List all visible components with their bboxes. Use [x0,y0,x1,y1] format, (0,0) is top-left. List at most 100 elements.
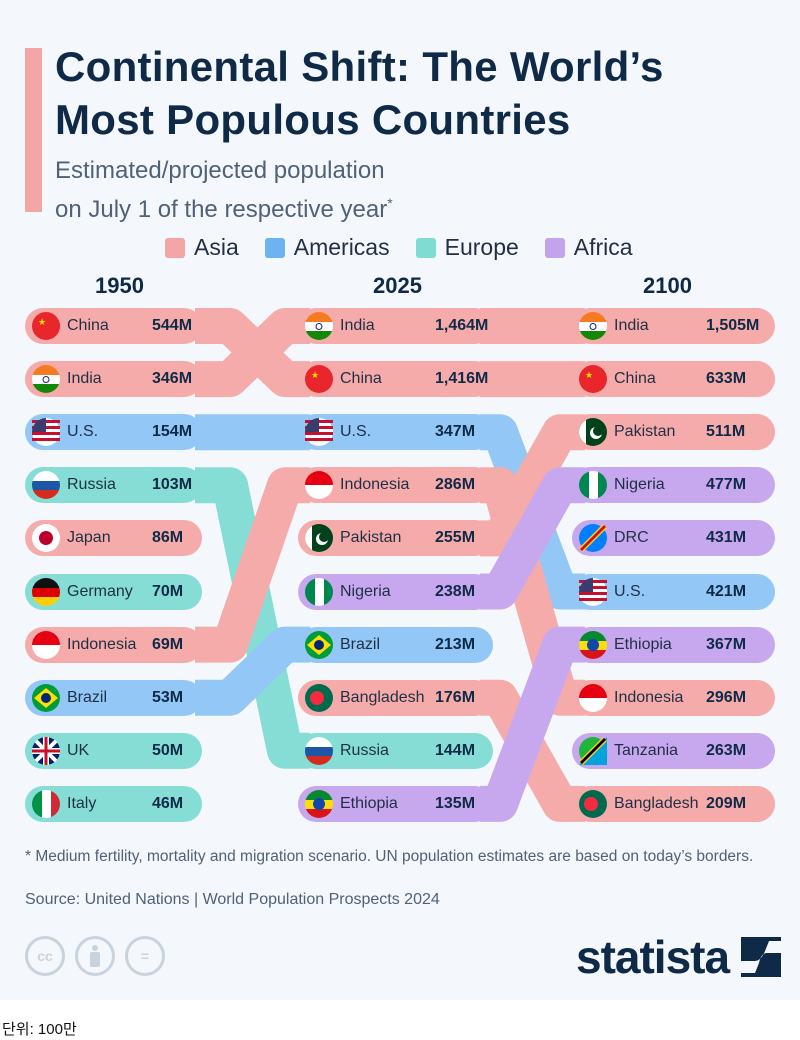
country-name: Nigeria [614,476,665,494]
country-name: Germany [67,582,133,600]
flag-icon [305,683,333,712]
population-value: 69M [152,635,184,653]
flag-icon [32,577,60,606]
flag-icon: ★ [579,365,607,394]
flag-icon [305,736,333,765]
country-pill-us: U.S. 347M [298,414,493,451]
population-value: 544M [152,317,193,334]
population-value: 1,416M [435,370,489,388]
country-name: Russia [340,741,389,759]
connector-indonesia [195,467,310,663]
population-value: 103M [152,476,193,494]
country-name: India [340,317,375,334]
country-pill-bangladesh: Bangladesh 176M [298,679,493,716]
no-derivatives-icon: = [125,936,165,976]
legend-label: Asia [194,234,239,260]
legend-label: Europe [444,234,519,260]
country-pill-india: India 346M [25,361,202,398]
country-name: India [614,317,649,334]
subtitle-line-1: Estimated/projected population [55,157,385,184]
population-value: 238M [435,582,476,600]
title-line-1: Continental Shift: The World’s [55,43,664,90]
population-value: 50M [152,741,184,759]
country-name: Italy [67,794,97,812]
population-value: 86M [152,529,184,547]
connector-brazil [195,626,310,716]
flag-icon [32,418,60,447]
flag-icon: ★ [32,312,60,340]
country-pill-brazil: Brazil 213M [298,626,493,663]
year-label: 2100 [643,273,692,298]
population-value: 263M [706,741,747,759]
country-name: Brazil [67,688,108,706]
page-title: Continental Shift: The World’s Most Popu… [55,40,664,146]
country-pill-brazil: Brazil 53M [25,679,202,716]
country-pill-germany: Germany 70M [25,573,202,610]
legend-swatch [544,237,565,258]
legend-label: Americas [293,234,390,260]
flag-icon [305,312,333,340]
title-line-2: Most Populous Countries [55,96,571,143]
license-icons: cc = [25,936,165,976]
statista-logo-icon [741,937,782,977]
country-name: Nigeria [340,582,391,600]
legend-swatch [264,237,285,258]
population-value: 1,505M [706,317,760,334]
population-value: 431M [706,529,747,547]
country-pill-us: U.S. 154M [25,414,202,451]
legend-item-africa: Africa [544,234,633,261]
country-pill-japan: Japan 86M [25,520,202,557]
population-value: 176M [435,688,476,706]
country-pill-india: India 1,464M [298,308,493,344]
country-name: Indonesia [340,476,410,494]
country-name: Indonesia [67,635,137,653]
flag-icon [579,736,607,765]
country-pill-nigeria: Nigeria 238M [298,573,493,610]
subtitle-line-2: on July 1 of the respective year [55,196,388,223]
population-value: 70M [152,582,184,600]
flag-icon [32,630,60,659]
country-pill-indonesia: Indonesia 286M [298,467,493,504]
flag-icon [32,471,60,500]
population-value: 154M [152,423,193,441]
legend-item-americas: Americas [264,234,390,261]
country-pill-uk: UK 50M [25,732,202,769]
population-value: 296M [706,688,747,706]
population-value: 255M [435,529,476,547]
flag-icon [579,524,607,553]
country-name: China [67,317,109,334]
country-pill-bangladesh: Bangladesh 209M [572,785,775,822]
flag-icon [32,736,60,765]
population-value: 421M [706,582,747,600]
flag-icon [305,524,333,553]
population-value: 477M [706,476,747,494]
accent-bar [25,48,42,212]
population-value: 1,464M [435,317,489,334]
population-value: 286M [435,476,476,494]
statista-logo: statista [576,930,782,984]
attribution-icon [75,936,115,976]
flag-icon [579,471,607,500]
country-name: U.S. [67,423,99,441]
flag-icon [305,577,333,606]
legend-item-europe: Europe [415,234,519,261]
flag-icon [305,471,333,500]
population-value: 633M [706,370,747,388]
svg-text:★: ★ [38,317,46,327]
legend-label: Africa [573,234,633,260]
population-value: 53M [152,688,184,706]
flag-icon [579,789,607,818]
country-pill-china: ★ China 633M [572,361,775,398]
population-value: 347M [435,423,476,441]
country-pill-us: U.S. 421M [572,573,775,610]
country-pill-pakistan: Pakistan 511M [572,414,775,451]
footnote: * Medium fertility, mortality and migrat… [25,848,754,865]
country-pill-indonesia: Indonesia 69M [25,626,202,663]
country-pill-ethiopia: Ethiopia 135M [298,785,493,822]
population-value: 511M [706,423,746,441]
country-pill-italy: Italy 46M [25,785,202,822]
country-name: U.S. [614,582,646,600]
country-pill-russia: Russia 103M [25,467,202,504]
country-pill-china: ★ China 1,416M [298,361,493,398]
country-name: Ethiopia [340,794,398,812]
